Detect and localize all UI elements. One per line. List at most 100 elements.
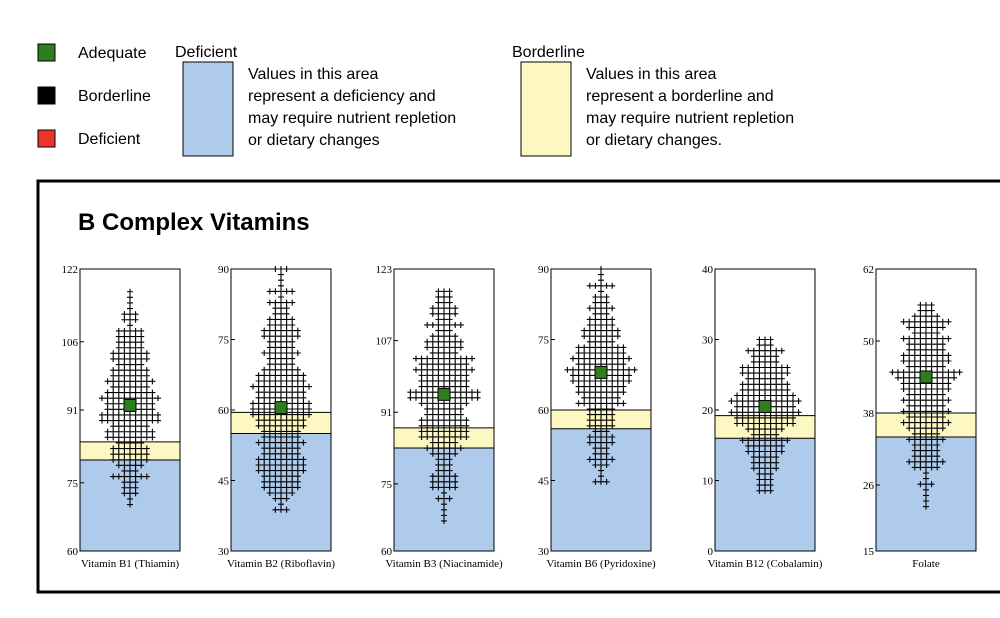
population-point xyxy=(446,288,453,295)
population-point xyxy=(939,352,946,359)
population-point xyxy=(598,288,604,295)
population-point xyxy=(750,437,757,444)
population-point xyxy=(939,402,946,409)
population-point xyxy=(272,428,279,435)
chart-label-vitamin-b2-riboflavin: Vitamin B2 (Riboflavin) xyxy=(227,558,335,570)
population-point xyxy=(778,437,785,444)
population-point xyxy=(306,383,312,390)
population-point xyxy=(424,338,431,345)
population-point xyxy=(592,327,599,334)
population-point xyxy=(767,426,774,433)
population-point xyxy=(138,327,145,334)
population-point xyxy=(110,383,117,390)
population-point xyxy=(900,358,907,364)
population-point xyxy=(143,434,150,441)
population-point xyxy=(435,456,442,463)
population-point xyxy=(272,495,279,502)
population-point xyxy=(452,310,459,317)
population-point xyxy=(609,389,616,396)
population-point xyxy=(906,458,913,465)
population-point xyxy=(762,482,768,489)
deficient-zone-title: Deficient xyxy=(175,44,238,61)
population-point xyxy=(756,353,763,360)
population-point xyxy=(132,344,139,351)
population-point xyxy=(928,324,935,331)
population-point xyxy=(928,391,935,398)
population-point xyxy=(115,462,122,469)
population-point xyxy=(143,378,150,385)
y-tick-label: 30 xyxy=(702,335,714,347)
population-point xyxy=(739,403,746,410)
population-point xyxy=(906,425,913,432)
population-point xyxy=(138,389,145,396)
population-point xyxy=(784,414,791,421)
population-point xyxy=(283,288,290,295)
population-point xyxy=(923,419,929,426)
population-point xyxy=(784,409,791,416)
y-tick-label: 60 xyxy=(538,405,550,417)
population-point xyxy=(452,478,459,485)
population-point xyxy=(934,358,941,364)
population-point xyxy=(132,417,139,424)
population-point xyxy=(945,408,952,415)
population-point xyxy=(939,414,946,420)
population-point xyxy=(586,305,593,312)
population-point xyxy=(127,484,133,491)
population-point xyxy=(294,333,301,340)
population-point xyxy=(429,450,436,457)
population-point xyxy=(121,456,128,463)
status-legend: Adequate Borderline Deficient xyxy=(37,43,151,148)
population-point xyxy=(138,339,145,346)
population-point xyxy=(272,372,279,379)
population-point xyxy=(570,355,576,362)
population-point xyxy=(603,417,610,424)
population-point xyxy=(614,383,621,390)
population-point xyxy=(121,378,128,385)
population-point xyxy=(266,333,273,340)
population-point xyxy=(767,465,774,472)
population-point xyxy=(614,361,621,368)
population-point xyxy=(250,406,256,412)
population-point xyxy=(934,442,941,448)
population-point xyxy=(289,434,296,440)
population-point xyxy=(631,366,638,373)
population-point xyxy=(923,425,929,432)
population-point xyxy=(581,389,588,396)
population-point xyxy=(609,434,616,440)
population-point xyxy=(609,372,616,379)
population-point xyxy=(762,431,768,438)
population-point xyxy=(928,386,935,392)
population-point xyxy=(283,456,290,463)
population-point xyxy=(911,397,918,404)
population-point xyxy=(917,318,924,325)
population-point xyxy=(762,454,768,461)
population-point xyxy=(441,517,447,524)
population-point xyxy=(452,344,459,351)
population-point xyxy=(294,389,301,396)
population-point xyxy=(778,414,785,421)
population-point xyxy=(581,366,588,373)
population-point xyxy=(452,372,459,379)
population-point xyxy=(138,361,145,368)
population-point xyxy=(127,355,133,362)
patient-value-marker xyxy=(919,370,933,384)
population-point xyxy=(441,288,447,295)
population-point xyxy=(127,490,133,497)
population-point xyxy=(127,378,133,385)
population-point xyxy=(143,400,150,407)
population-point xyxy=(923,447,929,454)
population-point xyxy=(614,372,621,379)
population-point xyxy=(446,422,453,429)
population-point xyxy=(939,458,946,465)
population-point xyxy=(767,448,774,455)
population-point xyxy=(278,417,284,424)
population-point xyxy=(934,318,941,325)
population-point xyxy=(289,473,296,480)
population-point xyxy=(446,305,453,312)
population-point xyxy=(283,495,290,502)
population-point xyxy=(762,465,768,472)
population-point xyxy=(99,417,105,424)
population-point xyxy=(598,277,604,284)
population-point xyxy=(278,439,284,446)
population-point xyxy=(278,355,284,362)
